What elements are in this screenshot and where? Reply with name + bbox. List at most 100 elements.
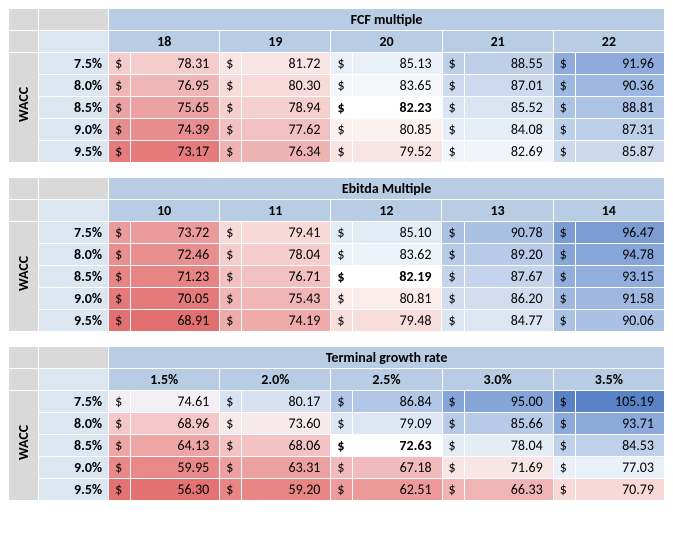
currency-sign: $ (442, 310, 464, 332)
row-label: 8.0% (39, 244, 109, 266)
cell-value: 78.04 (242, 244, 331, 266)
col-header: 13 (442, 200, 553, 222)
currency-sign: $ (220, 119, 242, 141)
cell-value: 75.65 (131, 97, 220, 119)
table-row: 8.0%$72.46$78.04$83.62$89.20$94.78 (9, 244, 665, 266)
currency-sign: $ (220, 435, 242, 457)
cell-value: 72.63 (353, 435, 442, 457)
corner (9, 9, 39, 31)
cell-value: 79.48 (353, 310, 442, 332)
row-label: 9.5% (39, 141, 109, 163)
currency-sign: $ (220, 288, 242, 310)
cell-value: 77.03 (575, 457, 664, 479)
cell-value: 74.61 (131, 391, 220, 413)
cell-value: 93.71 (575, 413, 664, 435)
row-label: 9.0% (39, 288, 109, 310)
currency-sign: $ (331, 141, 353, 163)
cell-value: 85.52 (464, 97, 553, 119)
table-title: Terminal growth rate (109, 347, 665, 369)
table-row: WACC7.5%$74.61$80.17$86.84$95.00$105.19 (9, 391, 665, 413)
cell-value: 96.47 (575, 222, 664, 244)
corner (9, 178, 39, 200)
cell-value: 75.43 (242, 288, 331, 310)
table-row: 8.0%$76.95$80.30$83.65$87.01$90.36 (9, 75, 665, 97)
currency-sign: $ (553, 53, 575, 75)
currency-sign: $ (331, 266, 353, 288)
currency-sign: $ (553, 97, 575, 119)
col-header: 20 (331, 31, 442, 53)
row-label: 7.5% (39, 391, 109, 413)
cell-value: 68.91 (131, 310, 220, 332)
row-label: 8.5% (39, 435, 109, 457)
table: FCF multiple1819202122WACC7.5%$78.31$81.… (8, 8, 665, 163)
currency-sign: $ (220, 479, 242, 501)
table: Ebitda Multiple1011121314WACC7.5%$73.72$… (8, 177, 665, 332)
cell-value: 73.72 (131, 222, 220, 244)
currency-sign: $ (220, 413, 242, 435)
cell-value: 71.23 (131, 266, 220, 288)
currency-sign: $ (442, 75, 464, 97)
cell-value: 86.20 (464, 288, 553, 310)
cell-value: 88.81 (575, 97, 664, 119)
currency-sign: $ (442, 244, 464, 266)
cell-value: 79.52 (353, 141, 442, 163)
cell-value: 105.19 (575, 391, 664, 413)
cell-value: 85.87 (575, 141, 664, 163)
currency-sign: $ (109, 288, 131, 310)
currency-sign: $ (109, 266, 131, 288)
wacc-axis-label: WACC (9, 53, 39, 163)
row-label: 9.0% (39, 119, 109, 141)
cell-value: 76.34 (242, 141, 331, 163)
cell-value: 84.77 (464, 310, 553, 332)
table-row: 9.5%$68.91$74.19$79.48$84.77$90.06 (9, 310, 665, 332)
col-header: 2.0% (220, 369, 331, 391)
cell-value: 68.06 (242, 435, 331, 457)
currency-sign: $ (553, 244, 575, 266)
currency-sign: $ (442, 435, 464, 457)
currency-sign: $ (109, 435, 131, 457)
cell-value: 85.13 (353, 53, 442, 75)
currency-sign: $ (331, 53, 353, 75)
corner (39, 9, 109, 31)
currency-sign: $ (220, 75, 242, 97)
sensitivity-table: Ebitda Multiple1011121314WACC7.5%$73.72$… (8, 177, 665, 332)
currency-sign: $ (220, 310, 242, 332)
currency-sign: $ (442, 288, 464, 310)
currency-sign: $ (220, 53, 242, 75)
table-row: 8.0%$68.96$73.60$79.09$85.66$93.71 (9, 413, 665, 435)
currency-sign: $ (109, 97, 131, 119)
col-header: 14 (553, 200, 664, 222)
currency-sign: $ (331, 119, 353, 141)
cell-value: 87.31 (575, 119, 664, 141)
cell-value: 84.53 (575, 435, 664, 457)
cell-value: 80.81 (353, 288, 442, 310)
row-label: 8.0% (39, 75, 109, 97)
currency-sign: $ (331, 288, 353, 310)
currency-sign: $ (553, 119, 575, 141)
table-row: 9.5%$56.30$59.20$62.51$66.33$70.79 (9, 479, 665, 501)
currency-sign: $ (220, 244, 242, 266)
cell-value: 88.55 (464, 53, 553, 75)
currency-sign: $ (442, 141, 464, 163)
corner (39, 347, 109, 369)
cell-value: 78.94 (242, 97, 331, 119)
table-row: 9.0%$70.05$75.43$80.81$86.20$91.58 (9, 288, 665, 310)
currency-sign: $ (442, 413, 464, 435)
cell-value: 83.62 (353, 244, 442, 266)
cell-value: 85.66 (464, 413, 553, 435)
cell-value: 82.69 (464, 141, 553, 163)
currency-sign: $ (331, 457, 353, 479)
currency-sign: $ (220, 266, 242, 288)
currency-sign: $ (553, 266, 575, 288)
cell-value: 90.06 (575, 310, 664, 332)
cell-value: 95.00 (464, 391, 553, 413)
currency-sign: $ (553, 288, 575, 310)
corner (39, 200, 109, 222)
table-row: 8.5%$64.13$68.06$72.63$78.04$84.53 (9, 435, 665, 457)
currency-sign: $ (109, 457, 131, 479)
row-label: 9.5% (39, 479, 109, 501)
currency-sign: $ (220, 391, 242, 413)
table-title: FCF multiple (109, 9, 665, 31)
sensitivity-table: Terminal growth rate1.5%2.0%2.5%3.0%3.5%… (8, 346, 665, 501)
currency-sign: $ (220, 457, 242, 479)
